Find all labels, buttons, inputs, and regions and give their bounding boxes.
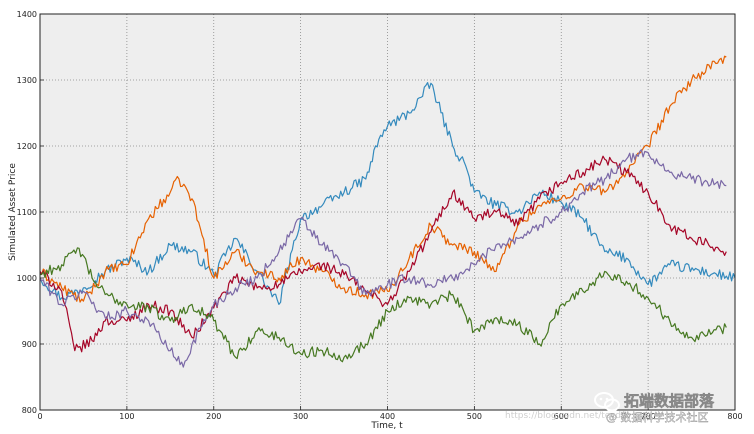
x-tick-label: 500 [467, 412, 482, 421]
series-line-3 [39, 155, 727, 353]
wechat-icon [594, 392, 620, 412]
x-tick-label: 700 [640, 412, 655, 421]
y-tick-label: 1000 [17, 274, 37, 283]
y-tick-label: 800 [22, 406, 37, 415]
y-tick-label: 900 [22, 340, 37, 349]
x-tick-label: 300 [293, 412, 308, 421]
x-tick-label: 400 [380, 412, 395, 421]
y-tick-label: 1300 [17, 76, 37, 85]
watermark: https://blog.csdn.net/tecdat 拓端数据部落 @ 数据… [505, 392, 715, 424]
watermark-sub-text: @ 数据科学技术社区 [606, 410, 709, 424]
series-line-1 [39, 81, 736, 305]
watermark-url: https://blog.csdn.net/tecdat [505, 411, 631, 421]
series-line-4 [39, 149, 727, 368]
x-tick-label: 800 [727, 412, 742, 421]
series-line-2 [39, 55, 727, 303]
y-axis-title: Simulated Asset Price [8, 163, 18, 261]
x-tick-label: 100 [119, 412, 134, 421]
x-tick-label: 200 [206, 412, 221, 421]
x-tick-label: 600 [554, 412, 569, 421]
axis-ticks: 0 100 200 300 400 500 600 700 800 800 900 1000 1100 1… [17, 10, 743, 421]
watermark-main-text: 拓端数据部落 [624, 392, 715, 410]
y-tick-label: 1400 [17, 10, 37, 19]
x-axis-title: Time, t [370, 421, 403, 431]
x-tick-label: 0 [37, 412, 42, 421]
series-line-5 [39, 247, 727, 363]
grid-lines [40, 14, 735, 410]
y-tick-label: 1200 [17, 142, 37, 151]
series-lines [39, 55, 736, 368]
y-tick-label: 1100 [17, 208, 37, 217]
